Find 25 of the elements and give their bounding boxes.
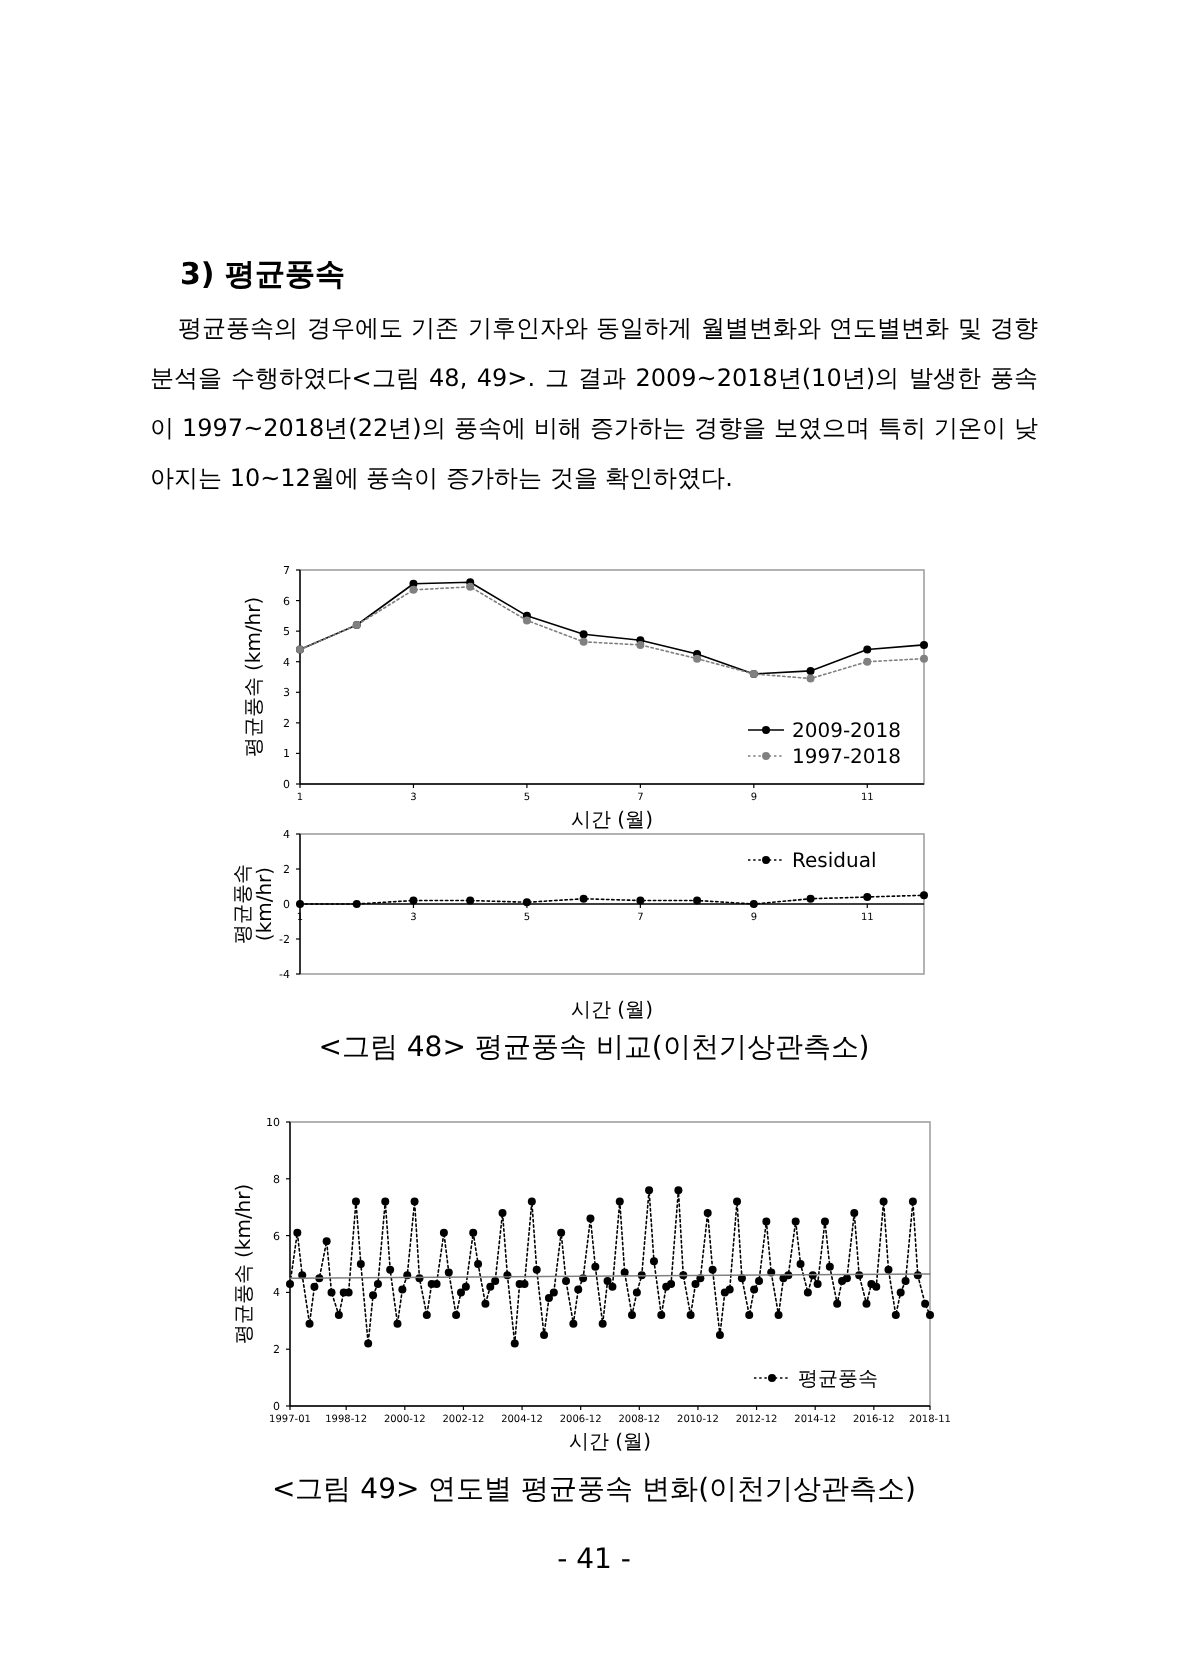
x-axis-title: 시간 (월) xyxy=(569,1432,652,1454)
x-axis-title: 시간 (월) xyxy=(571,1000,654,1022)
text: <그림 48> 평균풍속 비교(이천기상관측소) xyxy=(316,1030,872,1066)
point xyxy=(522,616,531,625)
point xyxy=(806,666,815,675)
point xyxy=(863,657,872,666)
legend-label: 평균풍속 xyxy=(798,1369,878,1391)
point xyxy=(863,645,872,654)
point xyxy=(920,640,928,649)
point xyxy=(806,674,815,683)
text: 평균풍속의 경우에도 기존 기후인자와 동일하게 월별변화와 연도별변화 및 경향 분석을 수행하였다<그림 48, 49>. 그 결과 2009~2018년(10년)의 발생한 풍속이 1997~2018년(22년)의 풍속에 비해 증가하는 경향을 보였으며 특히 기온이 낮아지는 10~12월에 풍속이 증가하는 것을 확인하였다. xyxy=(150,312,1038,496)
y-axis-title: 평균풍속 (km/hr) xyxy=(244,596,266,758)
legend-label: Residual xyxy=(792,851,877,873)
legend-label: 1997-2018 xyxy=(792,747,902,769)
point xyxy=(920,654,928,663)
point xyxy=(409,585,418,594)
text: 3) 평균풍속 xyxy=(180,256,348,294)
legend-label: 2009-2018 xyxy=(792,721,902,743)
text: - 41 - xyxy=(555,1544,633,1576)
y-axis-title: 평균풍속 (km/hr) xyxy=(233,864,277,944)
text: <그림 49> 연도별 평균풍속 변화(이천기상관측소) xyxy=(270,1472,918,1508)
y-axis-title: 평균풍속 (km/hr) xyxy=(234,1183,256,1345)
point xyxy=(579,637,588,646)
point xyxy=(579,630,588,639)
x-axis-title: 시간 (월) xyxy=(571,810,654,832)
